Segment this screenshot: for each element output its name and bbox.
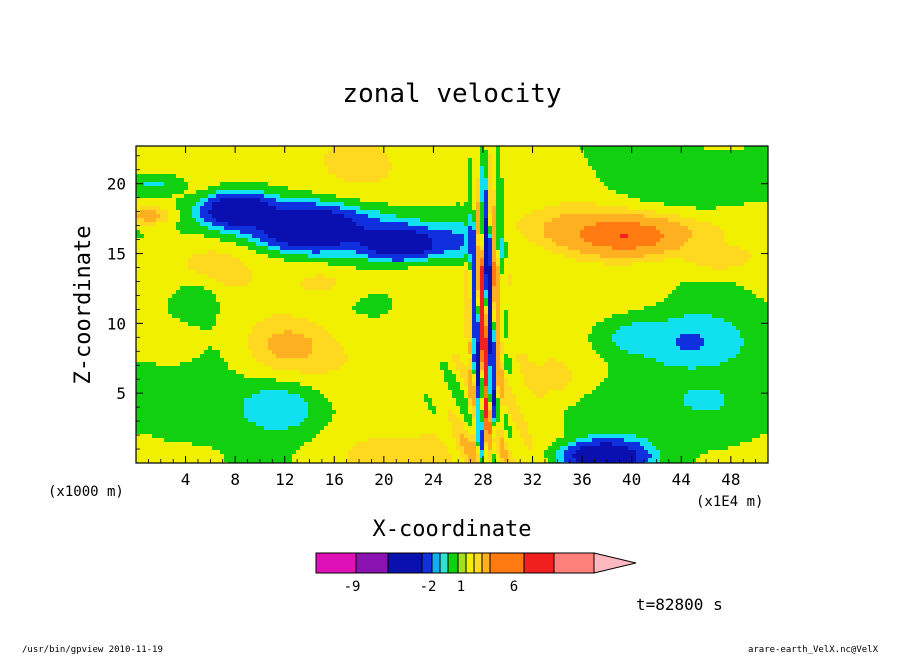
colorbar-segment	[554, 553, 594, 573]
colorbar-segment	[432, 553, 440, 573]
colorbar-label: 6	[510, 579, 518, 595]
x-tick-label: 12	[275, 470, 294, 489]
colorbar-segment	[466, 553, 474, 573]
colorbar-segment	[524, 553, 554, 573]
chart-title: zonal velocity	[342, 79, 561, 109]
colorbar: -9 -2 1 6	[316, 553, 636, 595]
y-tick-label: 15	[107, 245, 126, 264]
colorbar-label: -9	[344, 579, 361, 595]
x-tick-label: 32	[523, 470, 542, 489]
footer-left: /usr/bin/gpview 2010-11-19	[22, 645, 163, 654]
x-tick-label: 48	[721, 470, 740, 489]
colorbar-segment	[356, 553, 388, 573]
x-axis-label: X-coordinate	[373, 517, 532, 542]
x-tick-label: 36	[572, 470, 591, 489]
x-tick-label: 28	[473, 470, 492, 489]
x-scale-note: (x1E4 m)	[696, 494, 763, 510]
colorbar-label: 1	[457, 579, 465, 595]
time-label: t=82800 s	[636, 595, 723, 614]
colorbar-segment	[448, 553, 458, 573]
y-scale-note: (x1000 m)	[48, 484, 124, 500]
colorbar-segment	[422, 553, 432, 573]
colorbar-segment	[482, 553, 490, 573]
field-contours	[136, 146, 768, 466]
y-axis-label: Z-coordinate	[71, 226, 96, 385]
colorbar-segment	[440, 553, 448, 573]
x-tick-label: 20	[374, 470, 393, 489]
footer-right: arare-earth_VelX.nc@VelX	[748, 645, 879, 654]
x-tick-label: 16	[325, 470, 344, 489]
y-tick-label: 20	[107, 175, 126, 194]
y-tick-label: 10	[107, 314, 126, 333]
colorbar-segment	[474, 553, 482, 573]
y-tick-label: 5	[116, 384, 126, 403]
colorbar-segment	[316, 553, 356, 573]
colorbar-segment	[490, 553, 524, 573]
x-tick-label: 40	[622, 470, 641, 489]
colorbar-segment	[388, 553, 422, 573]
x-tick-label: 8	[230, 470, 240, 489]
colorbar-arrow	[594, 553, 636, 573]
x-tick-label: 44	[672, 470, 691, 489]
x-tick-label: 24	[424, 470, 443, 489]
colorbar-segment	[458, 553, 466, 573]
x-tick-label: 4	[181, 470, 191, 489]
colorbar-label: -2	[420, 579, 437, 595]
